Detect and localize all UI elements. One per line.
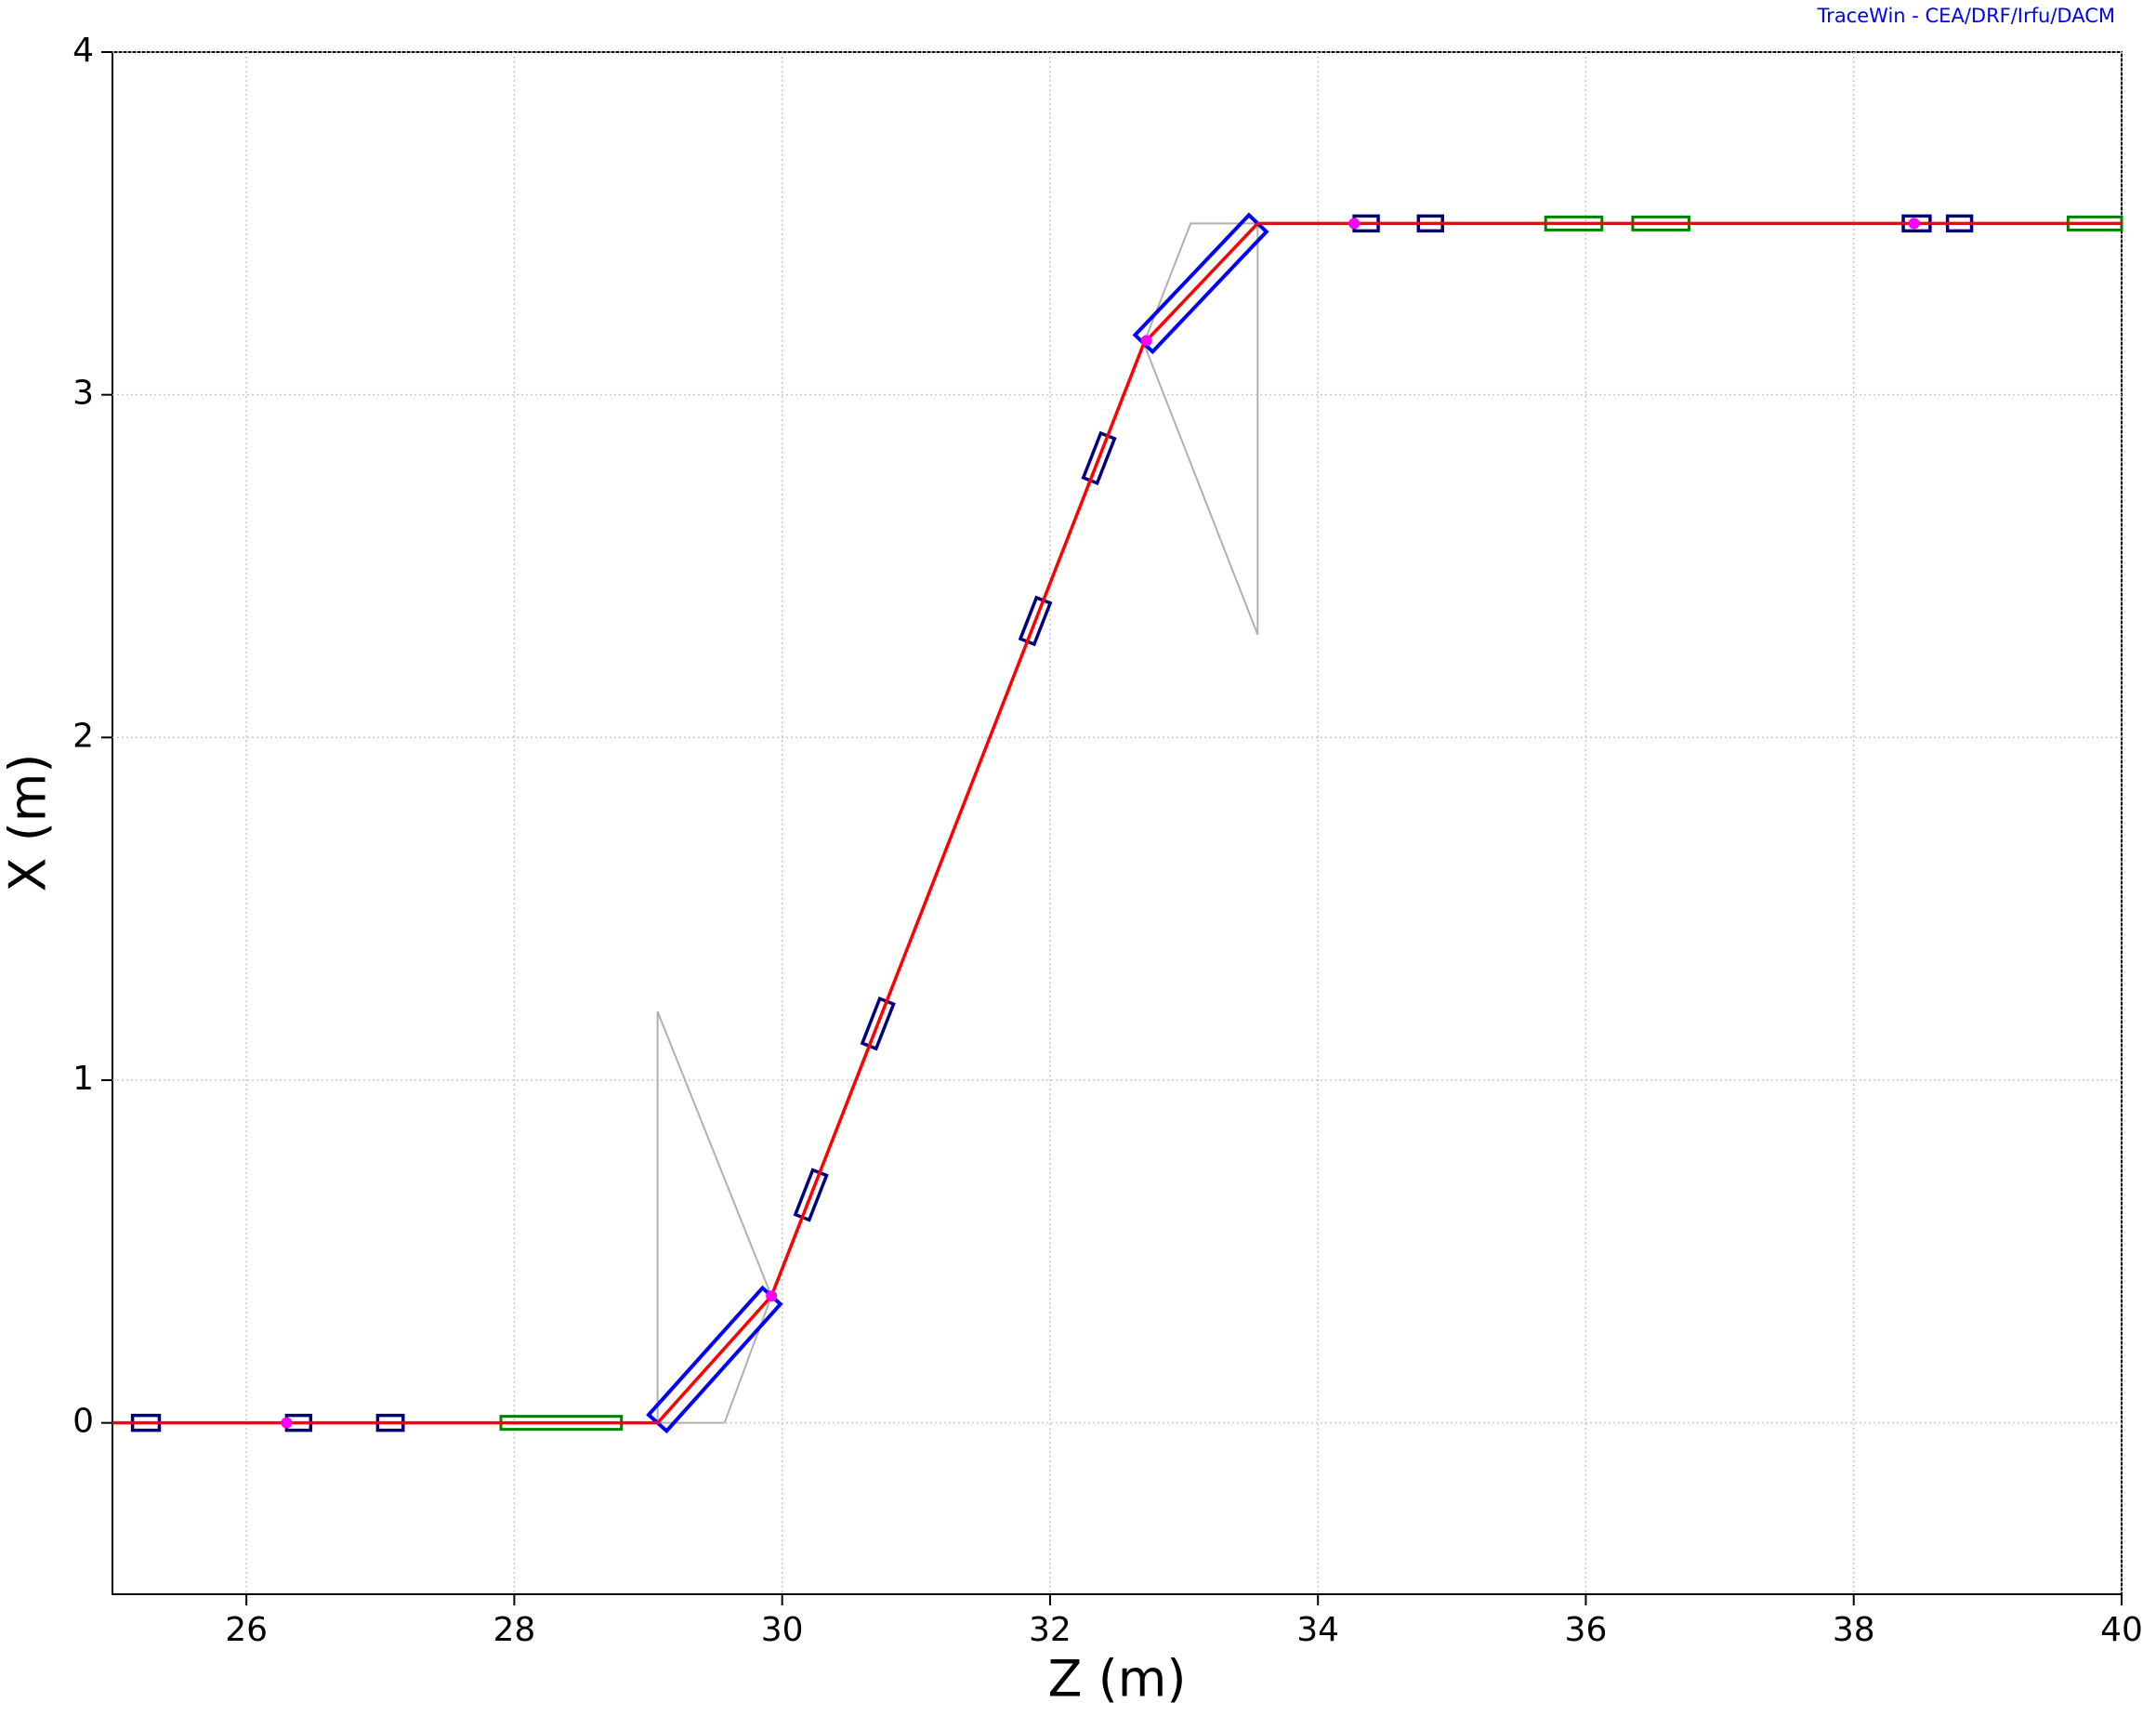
y-tick-label: 3 <box>72 375 94 413</box>
x-axis-label: Z (m) <box>1048 1650 1187 1709</box>
y-tick-label: 1 <box>72 1060 94 1098</box>
quadrupole <box>1081 430 1117 486</box>
envelope <box>656 1010 773 1424</box>
x-tick-label: 30 <box>761 1611 804 1649</box>
quadrupole <box>1901 214 1932 233</box>
y-tick-label: 4 <box>72 32 94 70</box>
y-axis-label: X (m) <box>0 754 58 892</box>
quadrupole <box>1945 214 1974 233</box>
plot-frame <box>112 51 2123 1595</box>
quadrupole <box>793 1168 829 1222</box>
marker <box>281 1417 293 1429</box>
marker <box>1140 335 1152 347</box>
drift <box>1544 215 1604 231</box>
x-tick-label: 32 <box>1029 1611 1071 1649</box>
dipole <box>1132 212 1269 355</box>
drift <box>1631 215 1690 231</box>
x-tick-label: 28 <box>493 1611 535 1649</box>
y-tick-label: 0 <box>72 1403 94 1441</box>
quadrupole <box>860 997 896 1051</box>
y-tick-label: 2 <box>72 717 94 755</box>
quadrupole <box>1416 214 1444 233</box>
marker <box>766 1290 778 1302</box>
quadrupole <box>130 1413 162 1432</box>
drift <box>2066 215 2123 231</box>
x-tick-label: 40 <box>2100 1611 2143 1649</box>
x-tick-label: 26 <box>225 1611 268 1649</box>
quadrupole <box>375 1413 405 1432</box>
marker <box>1908 218 1920 230</box>
quadrupole <box>1018 595 1053 647</box>
drift <box>499 1415 624 1432</box>
x-tick-label: 36 <box>1565 1611 1608 1649</box>
beam-line <box>112 221 2122 1425</box>
x-tick-label: 38 <box>1833 1611 1875 1649</box>
credit: TraceWin - CEA/DRF/Irfu/DACM <box>1816 5 2115 27</box>
marker <box>1348 218 1361 230</box>
x-tick-label: 34 <box>1296 1611 1339 1649</box>
dipole <box>646 1285 783 1434</box>
